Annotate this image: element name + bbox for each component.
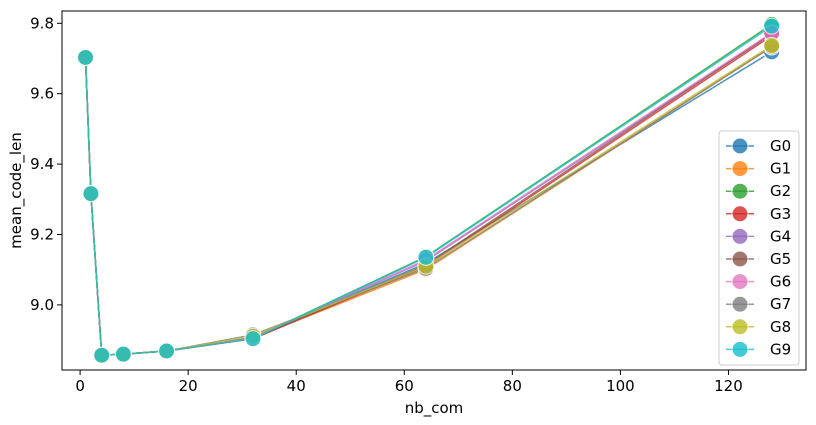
legend-marker	[731, 160, 749, 178]
x-tick-label: 100	[606, 377, 635, 395]
data-point-g8	[763, 36, 781, 54]
legend-label: G6	[770, 273, 791, 291]
legend-item-g7: G7	[726, 295, 791, 313]
series-g1	[77, 38, 781, 364]
series-g8	[77, 36, 781, 364]
y-axis-label: mean_code_len	[7, 132, 26, 249]
legend-item-g2: G2	[726, 182, 791, 200]
series-g3	[77, 27, 781, 364]
legend-item-g0: G0	[726, 137, 791, 155]
x-tick-label: 20	[179, 377, 198, 395]
legend-label: G8	[770, 318, 791, 336]
x-tick-label: 40	[287, 377, 306, 395]
legend-label: G4	[770, 227, 791, 245]
legend-item-g5: G5	[726, 250, 791, 268]
x-axis: 0 20 40 60 80 100 120	[75, 370, 743, 395]
data-point-g9	[763, 17, 781, 35]
legend-item-g4: G4	[726, 227, 791, 245]
legend-label: G9	[770, 340, 791, 358]
y-tick-label: 9.6	[30, 85, 54, 103]
legend-marker	[731, 250, 749, 268]
series-line-g0	[84, 51, 773, 357]
x-tick-label: 60	[395, 377, 414, 395]
y-tick-label: 9.8	[30, 14, 54, 32]
data-point-g9	[417, 248, 435, 266]
series-g7	[77, 38, 781, 364]
axes-frame	[61, 10, 807, 371]
y-tick-label: 9.4	[30, 155, 54, 173]
legend-item-g8: G8	[726, 318, 791, 336]
legend-item-g9: G9	[726, 340, 791, 358]
series-line-g8	[84, 44, 773, 357]
series-line-g4	[84, 33, 773, 357]
x-tick-label: 80	[503, 377, 522, 395]
series-g5	[77, 25, 781, 364]
legend-label: G7	[770, 295, 791, 313]
y-axis: 9.0 9.2 9.4 9.6 9.8	[30, 14, 62, 314]
series-line-g9	[84, 25, 773, 357]
legend-label: G1	[770, 160, 791, 178]
legend-marker	[731, 318, 749, 336]
series-line-g2	[84, 23, 773, 357]
series-line-g5	[84, 32, 773, 357]
x-tick-label: 120	[714, 377, 743, 395]
x-axis-label: nb_com	[405, 399, 464, 418]
data-point-g9	[114, 345, 132, 363]
legend-item-g6: G6	[726, 273, 791, 291]
y-tick-label: 9.2	[30, 225, 54, 243]
legend-label: G5	[770, 250, 791, 268]
y-tick-label: 9.0	[30, 296, 54, 314]
series-g6	[77, 24, 781, 364]
data-point-g9	[77, 48, 95, 66]
legend-label: G3	[770, 205, 791, 223]
legend-marker	[731, 137, 749, 155]
legend-label: G2	[770, 182, 791, 200]
data-point-g9	[82, 185, 100, 203]
series-line-g3	[84, 35, 773, 357]
series-line-g6	[84, 32, 773, 357]
data-point-g9	[93, 346, 111, 364]
x-tick-label: 0	[75, 377, 85, 395]
legend-item-g1: G1	[726, 160, 791, 178]
series-g9	[77, 17, 781, 364]
data-point-g9	[244, 330, 262, 348]
data-point-g9	[158, 342, 176, 360]
legend-label: G0	[770, 137, 791, 155]
legend-marker	[731, 295, 749, 313]
legend-marker	[731, 182, 749, 200]
legend-marker	[731, 227, 749, 245]
series-g2	[77, 15, 781, 364]
series-g4	[77, 25, 781, 364]
legend-item-g3: G3	[726, 205, 791, 223]
plot-area	[77, 15, 781, 364]
legend-marker	[731, 205, 749, 223]
legend-marker	[731, 340, 749, 358]
legend: G0 G1 G2 G3 G4 G5 G6 G7 G8 G9	[718, 130, 800, 366]
legend-marker	[731, 273, 749, 291]
